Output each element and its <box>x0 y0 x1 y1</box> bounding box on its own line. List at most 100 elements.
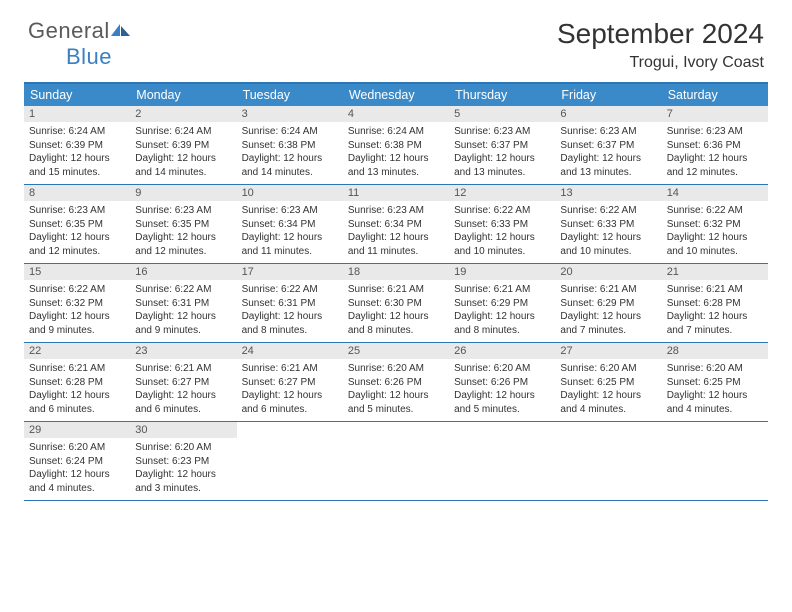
daylight-line: Daylight: 12 hours and 3 minutes. <box>135 468 231 495</box>
day-body: Sunrise: 6:23 AMSunset: 6:37 PMDaylight:… <box>555 122 661 184</box>
day-number: 12 <box>449 185 555 201</box>
day-cell: 19Sunrise: 6:21 AMSunset: 6:29 PMDayligh… <box>449 264 555 342</box>
day-number: 8 <box>24 185 130 201</box>
sunrise-line: Sunrise: 6:22 AM <box>454 204 550 218</box>
day-cell: 2Sunrise: 6:24 AMSunset: 6:39 PMDaylight… <box>130 106 236 184</box>
sunset-line: Sunset: 6:35 PM <box>135 218 231 232</box>
day-number: 14 <box>662 185 768 201</box>
day-cell: 13Sunrise: 6:22 AMSunset: 6:33 PMDayligh… <box>555 185 661 263</box>
sunrise-line: Sunrise: 6:22 AM <box>667 204 763 218</box>
logo-blue: Blue <box>66 44 112 69</box>
day-number: 19 <box>449 264 555 280</box>
day-body: Sunrise: 6:24 AMSunset: 6:39 PMDaylight:… <box>130 122 236 184</box>
sunrise-line: Sunrise: 6:21 AM <box>29 362 125 376</box>
daylight-line: Daylight: 12 hours and 14 minutes. <box>242 152 338 179</box>
day-cell: 8Sunrise: 6:23 AMSunset: 6:35 PMDaylight… <box>24 185 130 263</box>
sunset-line: Sunset: 6:25 PM <box>667 376 763 390</box>
day-body: Sunrise: 6:20 AMSunset: 6:25 PMDaylight:… <box>555 359 661 421</box>
daylight-line: Daylight: 12 hours and 8 minutes. <box>454 310 550 337</box>
sunrise-line: Sunrise: 6:23 AM <box>667 125 763 139</box>
day-number: 4 <box>343 106 449 122</box>
day-body: Sunrise: 6:20 AMSunset: 6:24 PMDaylight:… <box>24 438 130 500</box>
day-cell: 10Sunrise: 6:23 AMSunset: 6:34 PMDayligh… <box>237 185 343 263</box>
month-title: September 2024 <box>557 18 764 50</box>
day-body: Sunrise: 6:22 AMSunset: 6:31 PMDaylight:… <box>130 280 236 342</box>
day-cell: 29Sunrise: 6:20 AMSunset: 6:24 PMDayligh… <box>24 422 130 500</box>
weekday-header: Sunday <box>24 84 130 106</box>
day-body: Sunrise: 6:20 AMSunset: 6:23 PMDaylight:… <box>130 438 236 500</box>
day-body: Sunrise: 6:21 AMSunset: 6:28 PMDaylight:… <box>662 280 768 342</box>
daylight-line: Daylight: 12 hours and 5 minutes. <box>454 389 550 416</box>
logo-sail-icon <box>110 22 132 38</box>
day-body: Sunrise: 6:23 AMSunset: 6:35 PMDaylight:… <box>24 201 130 263</box>
day-cell: 30Sunrise: 6:20 AMSunset: 6:23 PMDayligh… <box>130 422 236 500</box>
sunrise-line: Sunrise: 6:23 AM <box>135 204 231 218</box>
week-row: 29Sunrise: 6:20 AMSunset: 6:24 PMDayligh… <box>24 422 768 501</box>
sunrise-line: Sunrise: 6:21 AM <box>348 283 444 297</box>
sunrise-line: Sunrise: 6:21 AM <box>135 362 231 376</box>
sunrise-line: Sunrise: 6:21 AM <box>242 362 338 376</box>
daylight-line: Daylight: 12 hours and 6 minutes. <box>242 389 338 416</box>
daylight-line: Daylight: 12 hours and 13 minutes. <box>348 152 444 179</box>
day-body: Sunrise: 6:21 AMSunset: 6:29 PMDaylight:… <box>555 280 661 342</box>
day-body: Sunrise: 6:24 AMSunset: 6:38 PMDaylight:… <box>237 122 343 184</box>
day-cell: 28Sunrise: 6:20 AMSunset: 6:25 PMDayligh… <box>662 343 768 421</box>
sunset-line: Sunset: 6:37 PM <box>454 139 550 153</box>
day-cell: 27Sunrise: 6:20 AMSunset: 6:25 PMDayligh… <box>555 343 661 421</box>
day-body: Sunrise: 6:20 AMSunset: 6:25 PMDaylight:… <box>662 359 768 421</box>
day-body: Sunrise: 6:22 AMSunset: 6:32 PMDaylight:… <box>24 280 130 342</box>
daylight-line: Daylight: 12 hours and 13 minutes. <box>560 152 656 179</box>
title-block: September 2024 Trogui, Ivory Coast <box>557 18 764 72</box>
sunrise-line: Sunrise: 6:23 AM <box>348 204 444 218</box>
logo: General Blue <box>28 18 132 70</box>
day-number: 30 <box>130 422 236 438</box>
weekday-header: Thursday <box>449 84 555 106</box>
daylight-line: Daylight: 12 hours and 7 minutes. <box>667 310 763 337</box>
sunset-line: Sunset: 6:26 PM <box>454 376 550 390</box>
daylight-line: Daylight: 12 hours and 7 minutes. <box>560 310 656 337</box>
daylight-line: Daylight: 12 hours and 12 minutes. <box>135 231 231 258</box>
sunrise-line: Sunrise: 6:20 AM <box>135 441 231 455</box>
day-cell: 22Sunrise: 6:21 AMSunset: 6:28 PMDayligh… <box>24 343 130 421</box>
daylight-line: Daylight: 12 hours and 9 minutes. <box>29 310 125 337</box>
day-number: 3 <box>237 106 343 122</box>
weekday-header: Wednesday <box>343 84 449 106</box>
sunrise-line: Sunrise: 6:20 AM <box>667 362 763 376</box>
day-number: 20 <box>555 264 661 280</box>
daylight-line: Daylight: 12 hours and 8 minutes. <box>242 310 338 337</box>
day-body: Sunrise: 6:20 AMSunset: 6:26 PMDaylight:… <box>343 359 449 421</box>
sunset-line: Sunset: 6:32 PM <box>29 297 125 311</box>
daylight-line: Daylight: 12 hours and 4 minutes. <box>667 389 763 416</box>
sunrise-line: Sunrise: 6:24 AM <box>242 125 338 139</box>
sunset-line: Sunset: 6:31 PM <box>135 297 231 311</box>
weekday-header: Friday <box>555 84 661 106</box>
day-number: 11 <box>343 185 449 201</box>
week-row: 8Sunrise: 6:23 AMSunset: 6:35 PMDaylight… <box>24 185 768 264</box>
day-number: 16 <box>130 264 236 280</box>
day-cell: 12Sunrise: 6:22 AMSunset: 6:33 PMDayligh… <box>449 185 555 263</box>
sunrise-line: Sunrise: 6:24 AM <box>348 125 444 139</box>
sunrise-line: Sunrise: 6:23 AM <box>454 125 550 139</box>
daylight-line: Daylight: 12 hours and 15 minutes. <box>29 152 125 179</box>
day-cell: 24Sunrise: 6:21 AMSunset: 6:27 PMDayligh… <box>237 343 343 421</box>
day-cell: 9Sunrise: 6:23 AMSunset: 6:35 PMDaylight… <box>130 185 236 263</box>
sunset-line: Sunset: 6:31 PM <box>242 297 338 311</box>
sunset-line: Sunset: 6:28 PM <box>667 297 763 311</box>
day-body: Sunrise: 6:22 AMSunset: 6:31 PMDaylight:… <box>237 280 343 342</box>
sunrise-line: Sunrise: 6:24 AM <box>29 125 125 139</box>
daylight-line: Daylight: 12 hours and 11 minutes. <box>242 231 338 258</box>
sunrise-line: Sunrise: 6:23 AM <box>242 204 338 218</box>
day-cell: 1Sunrise: 6:24 AMSunset: 6:39 PMDaylight… <box>24 106 130 184</box>
daylight-line: Daylight: 12 hours and 10 minutes. <box>454 231 550 258</box>
weeks: 1Sunrise: 6:24 AMSunset: 6:39 PMDaylight… <box>24 106 768 501</box>
day-number: 13 <box>555 185 661 201</box>
day-body: Sunrise: 6:22 AMSunset: 6:32 PMDaylight:… <box>662 201 768 263</box>
daylight-line: Daylight: 12 hours and 6 minutes. <box>29 389 125 416</box>
day-number: 28 <box>662 343 768 359</box>
day-cell: 6Sunrise: 6:23 AMSunset: 6:37 PMDaylight… <box>555 106 661 184</box>
logo-general: General <box>28 18 110 43</box>
day-number: 1 <box>24 106 130 122</box>
sunset-line: Sunset: 6:29 PM <box>560 297 656 311</box>
daylight-line: Daylight: 12 hours and 11 minutes. <box>348 231 444 258</box>
day-cell: 15Sunrise: 6:22 AMSunset: 6:32 PMDayligh… <box>24 264 130 342</box>
